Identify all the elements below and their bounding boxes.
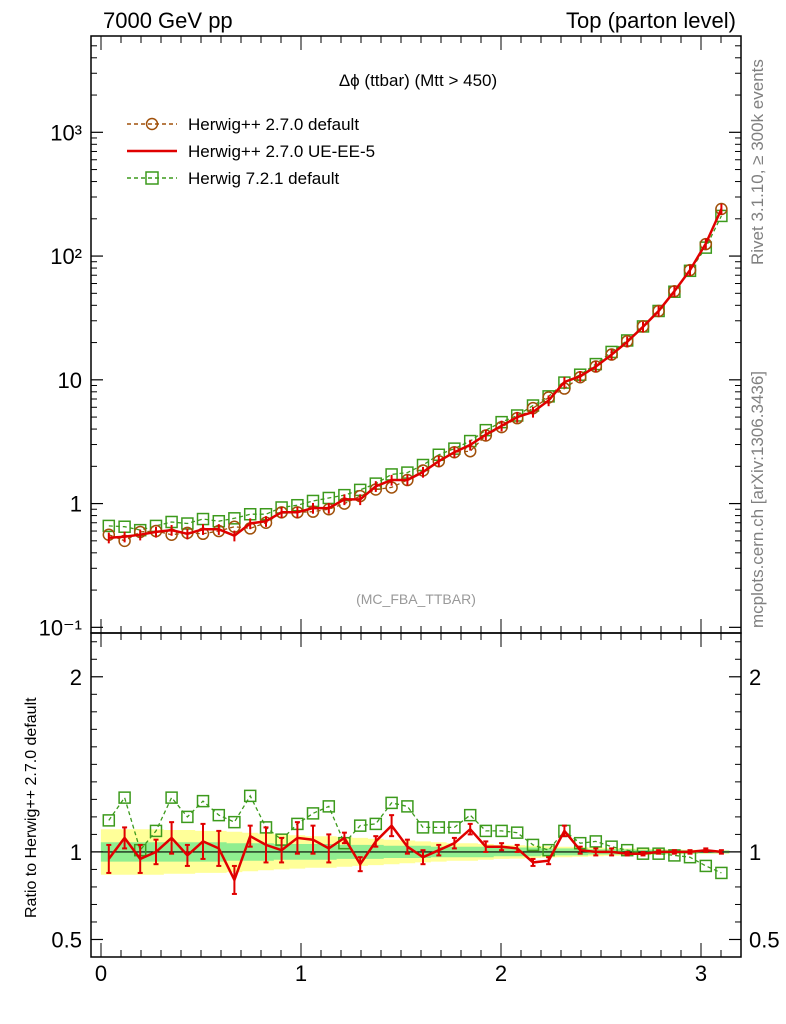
ratio-point-herwig721: [589, 835, 603, 848]
y-tick-label: 10³: [50, 120, 82, 145]
ratio-point-herwig721: [432, 821, 446, 834]
header-left-label: 7000 GeV pp: [103, 8, 233, 33]
ratio-point-herwig721: [369, 817, 383, 831]
y-tick-label: 1: [70, 492, 82, 517]
x-tick-label: 0: [95, 961, 107, 986]
legend-label-herwigpp-default: Herwig++ 2.7.0 default: [188, 115, 359, 134]
x-tick-label: 2: [495, 961, 507, 986]
ratio-point-herwig721: [510, 826, 524, 839]
series-line-herwigpp-ueee5: [108, 208, 723, 539]
ratio-axes: 0 1 2 3 0.5 0.5 1 1 2 2: [51, 633, 780, 986]
legend-entry-herwigpp-ueee5: Herwig++ 2.7.0 UE-EE-5: [127, 142, 375, 161]
legend: Herwig++ 2.7.0 default Herwig++ 2.7.0 UE…: [127, 115, 375, 188]
main-plot-panel: 10⁻¹ 1 10 10² 10³ Δϕ (ttbar) (Mtt > 450) (MC…: [39, 35, 742, 640]
header-right-label: Top (parton level): [566, 8, 736, 33]
main-series-layer: [102, 202, 728, 548]
mcplots-label: mcplots.cern.ch [arXiv:1306.3436]: [748, 371, 767, 628]
ratio-y-tick-label: 0.5: [51, 927, 82, 952]
ratio-plot-panel: 0 1 2 3 0.5 0.5 1 1 2 2 Ratio to Herwig++ 2.7.0 d…: [23, 632, 780, 986]
legend-marker-circle: [145, 117, 159, 131]
ratio-point-herwig721: [448, 821, 461, 834]
ratio-point-herwig721: [118, 791, 131, 804]
ratio-point-herwig721: [212, 808, 226, 822]
legend-label-herwigpp-ueee5: Herwig++ 2.7.0 UE-EE-5: [188, 142, 375, 161]
ratio-point-herwig721: [228, 815, 241, 829]
x-tick-label: 1: [295, 961, 307, 986]
series-line-herwigpp-default: [108, 208, 722, 542]
ratio-y-tick-label-right: 1: [749, 840, 761, 865]
ratio-point-herwig721: [149, 824, 163, 838]
y-tick-label: 10⁻¹: [39, 615, 82, 640]
ratio-point-herwig721: [181, 810, 194, 824]
ratio-point-herwig721: [322, 800, 336, 813]
ratio-point-herwig721: [463, 808, 477, 822]
y-tick-label: 10: [58, 368, 82, 393]
data-point-herwig721: [228, 512, 241, 525]
ratio-y-tick-label-right: 0.5: [749, 927, 780, 952]
analysis-label: (MC_FBA_TTBAR): [356, 591, 476, 607]
ratio-point-herwig721: [353, 819, 367, 832]
legend-entry-herwig721: Herwig 7.2.1 default: [127, 169, 339, 188]
plot-title: Δϕ (ttbar) (Mtt > 450): [339, 71, 497, 90]
ratio-point-herwig721: [715, 866, 728, 880]
ratio-y-tick-label-right: 2: [749, 665, 761, 690]
ratio-point-herwig721: [526, 838, 540, 852]
ratio-point-herwig721: [243, 789, 257, 803]
legend-entry-herwigpp-default: Herwig++ 2.7.0 default: [127, 115, 359, 134]
rivet-version-label: Rivet 3.1.10, ≥ 300k events: [748, 59, 767, 265]
data-point-herwig721: [102, 519, 116, 533]
ratio-line-herwigpp-ueee5: [107, 823, 722, 884]
ratio-point-herwig721: [102, 814, 116, 827]
legend-label-herwig721: Herwig 7.2.1 default: [188, 169, 339, 188]
ratio-y-tick-label: 2: [70, 665, 82, 690]
series-line-herwig721: [108, 215, 722, 531]
ratio-point-herwig721: [479, 824, 493, 838]
ratio-series-layer: [102, 789, 728, 895]
ratio-point-herwig721: [196, 794, 210, 808]
ratio-y-axis-label: Ratio to Herwig++ 2.7.0 default: [23, 697, 40, 918]
ratio-point-herwig721: [495, 824, 508, 838]
x-tick-label: 3: [695, 961, 707, 986]
ratio-point-herwig721: [699, 859, 713, 873]
legend-marker-square: [145, 171, 159, 185]
ratio-point-herwig721: [165, 791, 178, 804]
ratio-point-herwig721: [416, 821, 430, 834]
ratio-y-tick-label: 1: [70, 840, 82, 865]
y-tick-label: 10²: [50, 244, 82, 269]
ratio-plot-frame: [90, 632, 742, 958]
ratio-point-herwig721: [385, 796, 398, 810]
ratio-point-herwig721: [306, 807, 320, 820]
main-axes: 10⁻¹ 1 10 10² 10³: [39, 35, 742, 640]
ratio-point-herwig721: [401, 800, 414, 813]
